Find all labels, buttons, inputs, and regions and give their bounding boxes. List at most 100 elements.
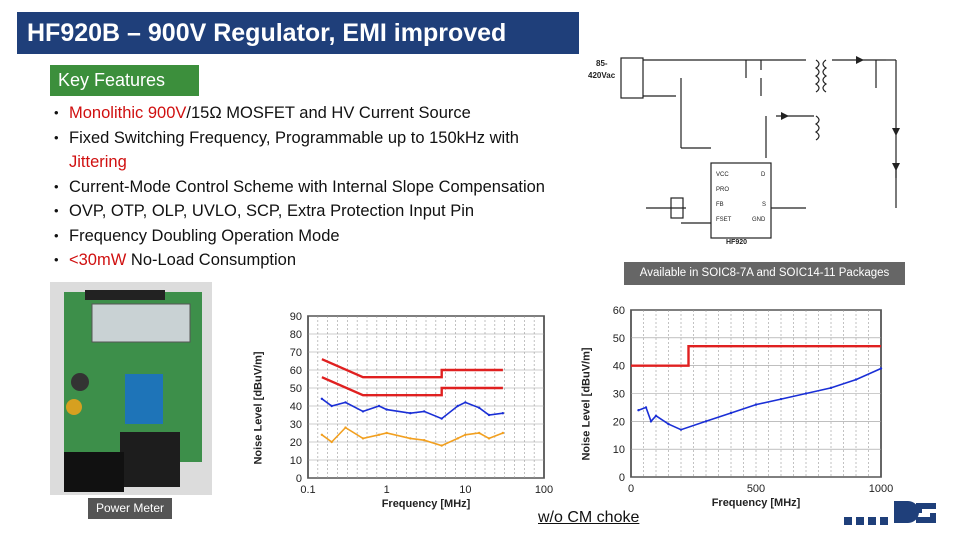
pin-fset: FSET: [716, 217, 732, 223]
pin-d: D: [761, 172, 766, 178]
data-point: [330, 404, 333, 408]
feature-item: Fixed Switching Frequency, Programmable …: [54, 126, 594, 175]
series-line-av-limit: [321, 376, 503, 397]
data-point: [644, 406, 648, 409]
power-meter-photo: [50, 282, 212, 495]
y-axis-label: Noise Level [dBuV/m]: [252, 351, 265, 465]
y-tick-label: 20: [290, 437, 302, 449]
data-point: [361, 410, 365, 413]
feature-highlight: Monolithic 900V: [69, 104, 187, 122]
data-point: [804, 392, 808, 395]
data-point: [440, 444, 443, 447]
data-point: [456, 404, 459, 408]
data-point: [456, 437, 459, 440]
photo-caption: Power Meter: [88, 498, 172, 519]
company-logo: [844, 501, 936, 525]
data-point: [667, 422, 670, 426]
circuit-schematic: 85- 420Vac VCC D PRO FB S FSET GND HF920: [588, 56, 900, 246]
feature-text: OVP, OTP, OLP, UVLO, SCP, Extra Protecti…: [69, 202, 475, 220]
series-line-emission: [638, 367, 882, 431]
key-features-label: Key Features: [50, 65, 199, 96]
series-line-limit: [631, 345, 881, 367]
data-point: [779, 397, 783, 401]
y-tick-label: 0: [619, 472, 625, 484]
data-point: [385, 408, 388, 411]
feature-text: /15Ω MOSFET and HV Current Source: [186, 104, 471, 122]
y-tick-label: 90: [290, 311, 302, 323]
feature-item: Monolithic 900V/15Ω MOSFET and HV Curren…: [54, 101, 594, 126]
x-tick-label: 10: [459, 484, 471, 496]
x-tick-label: 0.1: [300, 484, 315, 496]
x-tick-label: 1000: [869, 483, 893, 495]
x-tick-label: 500: [747, 483, 765, 495]
data-point: [729, 411, 733, 415]
data-point: [377, 433, 381, 436]
y-axis-label: Noise Level [dBuV/m]: [580, 347, 593, 461]
data-point: [501, 412, 505, 415]
y-tick-label: 30: [613, 389, 625, 401]
feature-text: Frequency Doubling Operation Mode: [69, 226, 340, 245]
chip-label: HF920: [726, 239, 747, 246]
pin-fb: FB: [716, 202, 724, 208]
y-tick-label: 30: [290, 419, 302, 431]
data-point: [423, 410, 426, 413]
pin-pro: PRO: [716, 187, 729, 193]
series-line-peak: [321, 398, 504, 420]
right-caption: w/o CM choke: [538, 509, 640, 526]
pin-s: S: [762, 202, 766, 208]
data-point: [654, 414, 658, 417]
data-point: [464, 433, 467, 436]
data-point: [361, 437, 365, 440]
data-point: [854, 378, 858, 381]
y-tick-label: 20: [613, 416, 625, 428]
data-point: [320, 433, 324, 436]
y-tick-label: 0: [296, 473, 302, 485]
y-tick-label: 60: [290, 365, 302, 377]
data-point: [501, 431, 505, 435]
data-point: [409, 437, 412, 440]
data-point: [487, 437, 491, 440]
data-point: [409, 412, 412, 415]
data-point: [829, 386, 833, 390]
feature-item: Current-Mode Control Scheme with Interna…: [54, 175, 594, 200]
conducted-emission-plot: 0 10 20 30 40 50 60 70 80 90 0.1 1 10 100 Frequency [M…: [290, 311, 553, 510]
data-point: [879, 367, 883, 370]
data-point: [477, 406, 481, 409]
y-tick-label: 10: [290, 455, 302, 467]
series-line-average: [321, 426, 504, 447]
pin-vcc: VCC: [716, 172, 729, 178]
y-tick-label: 10: [613, 444, 625, 456]
data-point: [330, 440, 333, 444]
y-tick-label: 60: [613, 305, 625, 317]
y-tick-label: 70: [290, 347, 302, 359]
feature-highlight: <30mW: [69, 251, 127, 269]
radiated-emission-chart: Noise Level [dBuV/m] 0 10 20 30 40 50 60 0 500 10…: [576, 300, 896, 525]
x-tick-label: 0: [628, 483, 634, 495]
data-point: [679, 428, 683, 431]
data-point: [320, 397, 324, 400]
data-point: [377, 404, 381, 408]
input-label-2: 420Vac: [588, 71, 616, 80]
data-point: [754, 403, 758, 406]
y-tick-label: 40: [290, 401, 302, 413]
feature-item: <30mW No-Load Consumption: [54, 248, 594, 273]
data-point: [637, 409, 640, 412]
data-point: [704, 420, 708, 423]
y-tick-label: 80: [290, 329, 302, 341]
feature-item: OVP, OTP, OLP, UVLO, SCP, Extra Protecti…: [54, 199, 594, 224]
x-tick-label: 1: [384, 484, 390, 496]
x-tick-label: 100: [535, 484, 553, 496]
feature-text: Current-Mode Control Scheme with Interna…: [69, 177, 545, 196]
feature-text: No-Load Consumption: [126, 251, 296, 269]
data-point: [385, 431, 388, 435]
data-point: [344, 401, 347, 404]
availability-banner: Available in SOIC8-7A and SOIC14-11 Pack…: [624, 262, 905, 285]
feature-list: Monolithic 900V/15Ω MOSFET and HV Curren…: [54, 101, 594, 273]
pin-gnd: GND: [752, 217, 766, 223]
y-tick-label: 50: [613, 333, 625, 345]
radiated-emission-plot: 0 10 20 30 40 50 60 0 500 1000 Frequency [MHz]: [613, 305, 893, 509]
x-axis-label: Frequency [MHz]: [382, 498, 471, 510]
data-point: [649, 420, 653, 423]
feature-item: Frequency Doubling Operation Mode: [54, 224, 594, 249]
data-point: [440, 417, 443, 420]
